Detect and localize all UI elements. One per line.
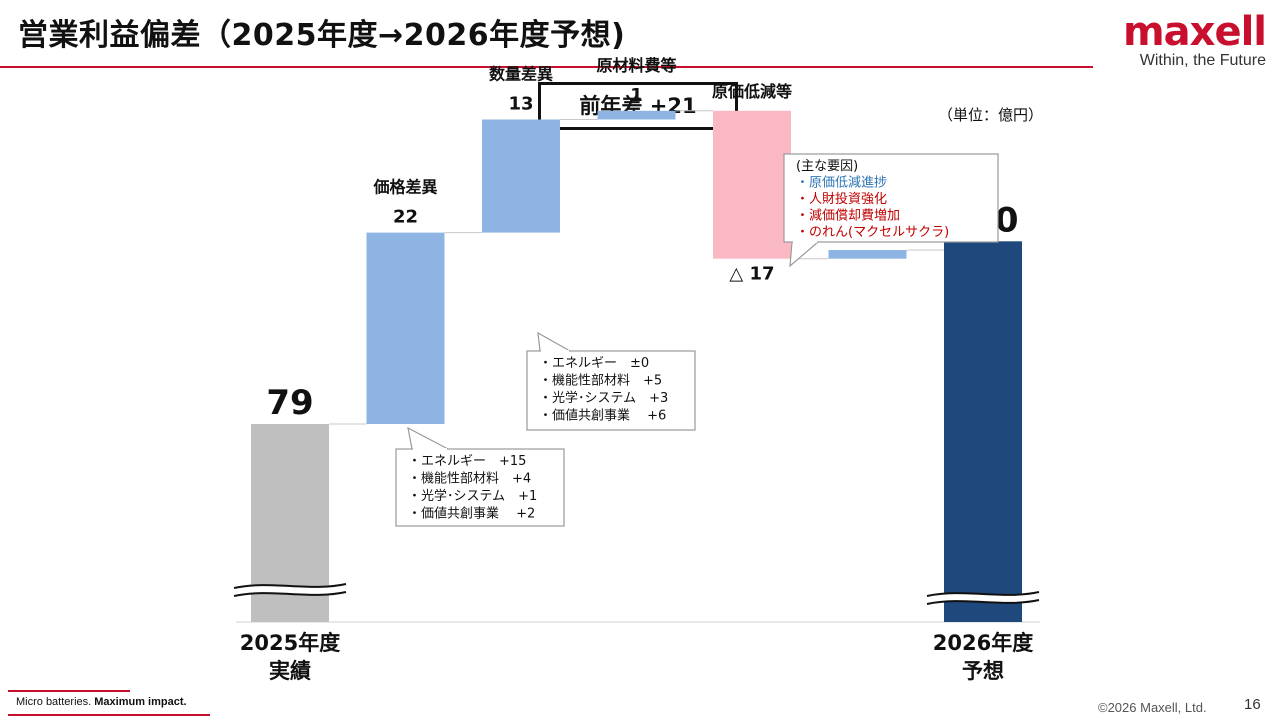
callout-box xyxy=(395,448,565,527)
data-label-delta: △ 17 xyxy=(729,264,774,285)
axis-break-line xyxy=(926,591,1040,597)
callout-line: ・価値共創事業 +2 xyxy=(408,506,535,522)
footer-tagline-part2: Maximum impact. xyxy=(94,696,187,708)
step-label: 原材料費等 xyxy=(596,56,676,75)
brand-tagline: Within, the Future xyxy=(1139,52,1266,69)
callout-line: (主な要因) xyxy=(796,159,858,174)
callout-box xyxy=(526,350,696,431)
callout-line: ・エネルギー ±0 xyxy=(539,356,649,371)
bar-4 xyxy=(713,110,791,259)
step-label: 原価低減等 xyxy=(712,82,792,101)
page-number: 16 xyxy=(1244,696,1261,713)
page-title: 営業利益偏差（2025年度→2026年度予想) xyxy=(18,18,626,53)
brand-name: maxell xyxy=(1122,9,1267,55)
callout-line: ・エネルギー +15 xyxy=(408,454,526,469)
callout-line: ・のれん(マクセルサクラ) xyxy=(796,225,949,240)
footer-rule-bottom xyxy=(8,714,210,716)
category-label: 実績 xyxy=(269,659,311,683)
title-divider xyxy=(0,66,1093,68)
data-label-delta: 1 xyxy=(630,85,643,106)
callout-line: ・減価償却費増加 xyxy=(796,208,900,224)
category-label: 予想 xyxy=(962,659,1004,683)
footer-tagline-part1: Micro batteries. xyxy=(16,696,92,708)
callout-line: ・人財投資強化 xyxy=(796,191,887,207)
axis-break-line xyxy=(233,591,347,597)
data-label-total: 79 xyxy=(266,383,313,423)
footer-tagline: Micro batteries. Maximum impact. xyxy=(16,696,187,708)
callout-line: ・光学･システム +1 xyxy=(408,488,537,504)
category-label: 2026年度 xyxy=(933,631,1033,655)
bar-1 xyxy=(366,232,445,424)
callout-pointer xyxy=(537,331,571,352)
category-label: 2025年度 xyxy=(240,631,340,655)
callout-pointer xyxy=(789,241,819,268)
axis-break-line xyxy=(926,599,1040,605)
bar-6 xyxy=(944,241,1022,623)
callout-line: ・機能性部材料 +5 xyxy=(539,374,662,389)
data-label-delta: 22 xyxy=(393,207,418,228)
callout-line: ・機能性部材料 +4 xyxy=(408,472,531,487)
unit-note: （単位：億円） xyxy=(938,106,1044,124)
callout-line: ・光学･システム +3 xyxy=(539,390,668,406)
bar-3 xyxy=(597,110,676,120)
axis-break-line xyxy=(233,583,347,589)
brand-logo: maxell Within, the Future xyxy=(1122,9,1267,70)
data-label-delta: 13 xyxy=(508,94,533,115)
callout-box xyxy=(783,153,999,243)
callout-line: ・価値共創事業 +6 xyxy=(539,408,666,424)
step-label: 数量差異 xyxy=(489,65,553,84)
copyright: ©2026 Maxell, Ltd. xyxy=(1098,700,1207,715)
callout-line: ・原価低減進捗 xyxy=(796,175,887,191)
footer-rule-top xyxy=(8,690,130,692)
step-label: 価格差異 xyxy=(372,178,437,197)
callout-pointer xyxy=(407,426,449,450)
bar-5 xyxy=(828,250,907,259)
bar-2 xyxy=(482,119,560,233)
